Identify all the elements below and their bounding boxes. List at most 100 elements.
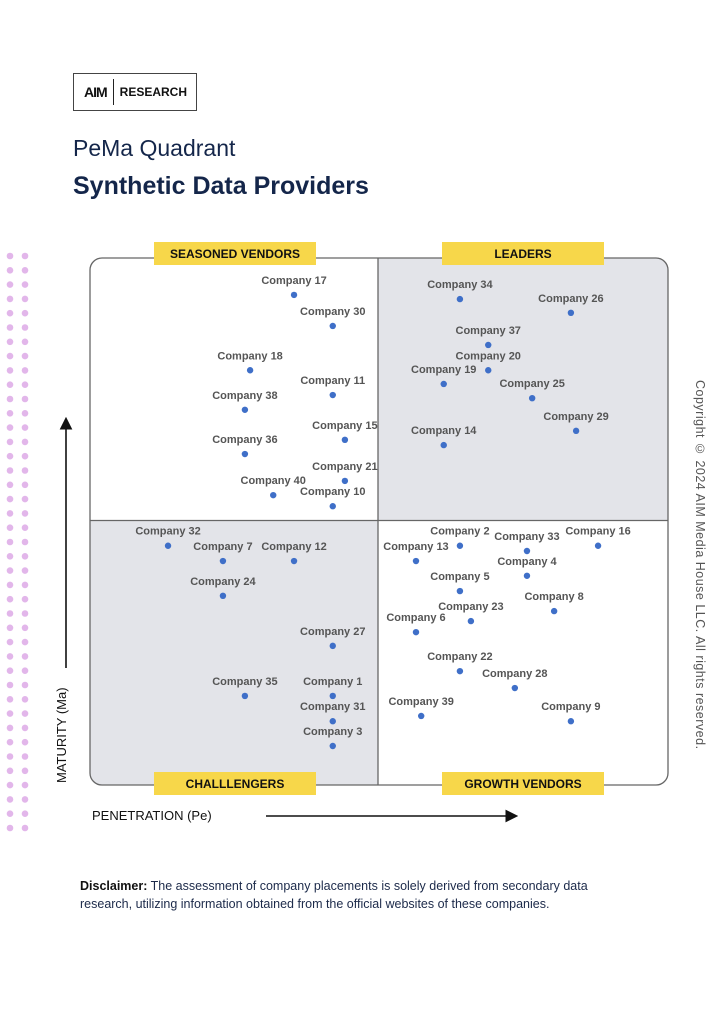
data-point-label: Company 12 [261,541,326,553]
quadrant-label-bottom_left: CHALLLENGERS [186,777,285,791]
aim-research-logo: AIM RESEARCH [73,73,197,111]
decor-dot [6,767,14,775]
decor-dot [6,653,14,660]
decor-dot [21,810,29,817]
decor-dot [6,267,14,274]
decor-dot [21,352,29,360]
data-point [528,394,536,402]
decor-dot [21,710,29,717]
x-axis-label: PENETRATION (Pe) [92,808,212,823]
data-point [523,547,531,555]
decor-dot [6,295,14,303]
data-point [412,557,420,565]
decor-dot [21,510,29,517]
decor-dot [21,610,29,617]
disclaimer-text: The assessment of company placements is … [80,879,588,911]
decor-dot [21,696,29,703]
data-point-label: Company 22 [427,651,492,663]
decor-dot [6,667,14,674]
decor-dot [6,452,14,460]
data-point [290,291,298,299]
decor-dot [21,410,29,417]
decor-dot [6,367,14,374]
data-point-label: Company 27 [300,626,365,638]
decor-dot [6,352,14,360]
decor-dot [21,767,29,775]
decor-dot [21,495,29,503]
decor-dot [6,738,14,746]
quadrant-chart: SEASONED VENDORS LEADERS CHALLLENGERS GROWT… [59,242,669,823]
decor-dot [21,367,29,374]
decor-dot [6,753,14,760]
data-point [412,628,420,636]
decor-dot [6,581,14,589]
data-point-label: Company 6 [386,612,445,624]
decor-dot [21,309,29,317]
data-point [550,607,558,615]
data-point [246,367,254,374]
decor-dot [21,638,29,646]
data-point-label: Company 20 [456,350,521,362]
data-point [572,427,580,435]
decor-dot [21,252,29,260]
decor-dot [6,595,14,603]
data-point-label: Company 23 [438,601,503,613]
data-point [456,667,464,675]
data-point-label: Company 34 [427,279,493,291]
decor-dot [6,681,14,689]
decor-dot [6,481,14,489]
data-point [329,692,336,700]
quadrant-label-top_right: LEADERS [494,247,551,261]
decor-dot [21,567,29,574]
data-point-label: Company 31 [300,701,365,713]
decor-dot [21,681,29,689]
decor-dot [21,781,29,789]
decor-dot [6,538,14,546]
decor-dot [21,653,29,660]
decor-dot [21,452,29,460]
decor-dot [6,410,14,417]
decor-dot [6,424,14,431]
decor-dot [21,624,29,632]
decor-dot [21,553,29,560]
quadrant-label-bottom_right: GROWTH VENDORS [464,777,581,791]
decor-dot [6,781,14,789]
decor-dot [21,438,29,446]
data-point [290,557,298,565]
data-point-label: Company 9 [541,701,600,713]
data-point-label: Company 38 [212,390,277,402]
decor-dot [6,624,14,632]
quadrant-label-bg-bottom_left [154,772,316,795]
decor-dot [21,524,29,531]
data-point-label: Company 2 [430,526,489,538]
decor-dot [6,395,14,403]
logo-mark: AIM [84,84,108,100]
data-point [467,617,475,625]
data-point-label: Company 40 [241,475,306,487]
chart-border [89,257,669,786]
decor-dot [21,595,29,603]
decor-dot [6,610,14,617]
data-point [456,542,464,549]
quadrant-backgrounds [90,258,668,785]
decor-dot [6,567,14,574]
data-point [341,436,349,444]
data-point-label: Company 13 [383,541,448,553]
decor-dot [21,281,29,288]
data-point [329,391,336,399]
copyright-notice: Copyright © 2024 AIM Media House LLC. Al… [693,380,707,750]
data-point [270,491,277,499]
data-point [241,406,249,413]
data-point [241,450,249,458]
data-point-label: Company 32 [135,526,200,538]
disclaimer-label: Disclaimer: [80,879,148,893]
data-point [594,542,602,549]
data-point [329,322,336,330]
decor-dot [6,510,14,517]
decor-dot [6,324,14,331]
data-point-label: Company 37 [456,325,521,337]
quadrant-label-bg-bottom_right [442,772,604,795]
decor-dot [6,796,14,803]
data-point-label: Company 17 [261,275,326,287]
data-point [341,477,349,485]
